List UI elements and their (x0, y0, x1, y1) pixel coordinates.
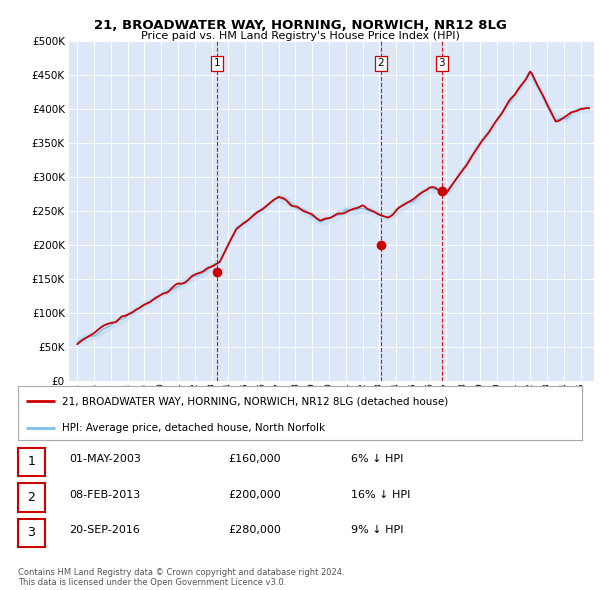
Text: 2: 2 (377, 58, 384, 68)
Text: 3: 3 (28, 526, 35, 539)
Text: 21, BROADWATER WAY, HORNING, NORWICH, NR12 8LG: 21, BROADWATER WAY, HORNING, NORWICH, NR… (94, 19, 506, 32)
Text: £160,000: £160,000 (228, 454, 281, 464)
Text: 01-MAY-2003: 01-MAY-2003 (69, 454, 141, 464)
Text: 21, BROADWATER WAY, HORNING, NORWICH, NR12 8LG (detached house): 21, BROADWATER WAY, HORNING, NORWICH, NR… (62, 396, 448, 407)
Text: Price paid vs. HM Land Registry's House Price Index (HPI): Price paid vs. HM Land Registry's House … (140, 31, 460, 41)
Text: 3: 3 (439, 58, 445, 68)
Text: 2: 2 (28, 491, 35, 504)
Text: 20-SEP-2016: 20-SEP-2016 (69, 525, 140, 535)
Text: £200,000: £200,000 (228, 490, 281, 500)
Text: 1: 1 (214, 58, 220, 68)
Text: £280,000: £280,000 (228, 525, 281, 535)
Text: 9% ↓ HPI: 9% ↓ HPI (351, 525, 404, 535)
Text: HPI: Average price, detached house, North Norfolk: HPI: Average price, detached house, Nort… (62, 423, 325, 433)
Text: 6% ↓ HPI: 6% ↓ HPI (351, 454, 403, 464)
Text: 16% ↓ HPI: 16% ↓ HPI (351, 490, 410, 500)
Text: Contains HM Land Registry data © Crown copyright and database right 2024.
This d: Contains HM Land Registry data © Crown c… (18, 568, 344, 587)
Text: 08-FEB-2013: 08-FEB-2013 (69, 490, 140, 500)
Text: 1: 1 (28, 455, 35, 468)
